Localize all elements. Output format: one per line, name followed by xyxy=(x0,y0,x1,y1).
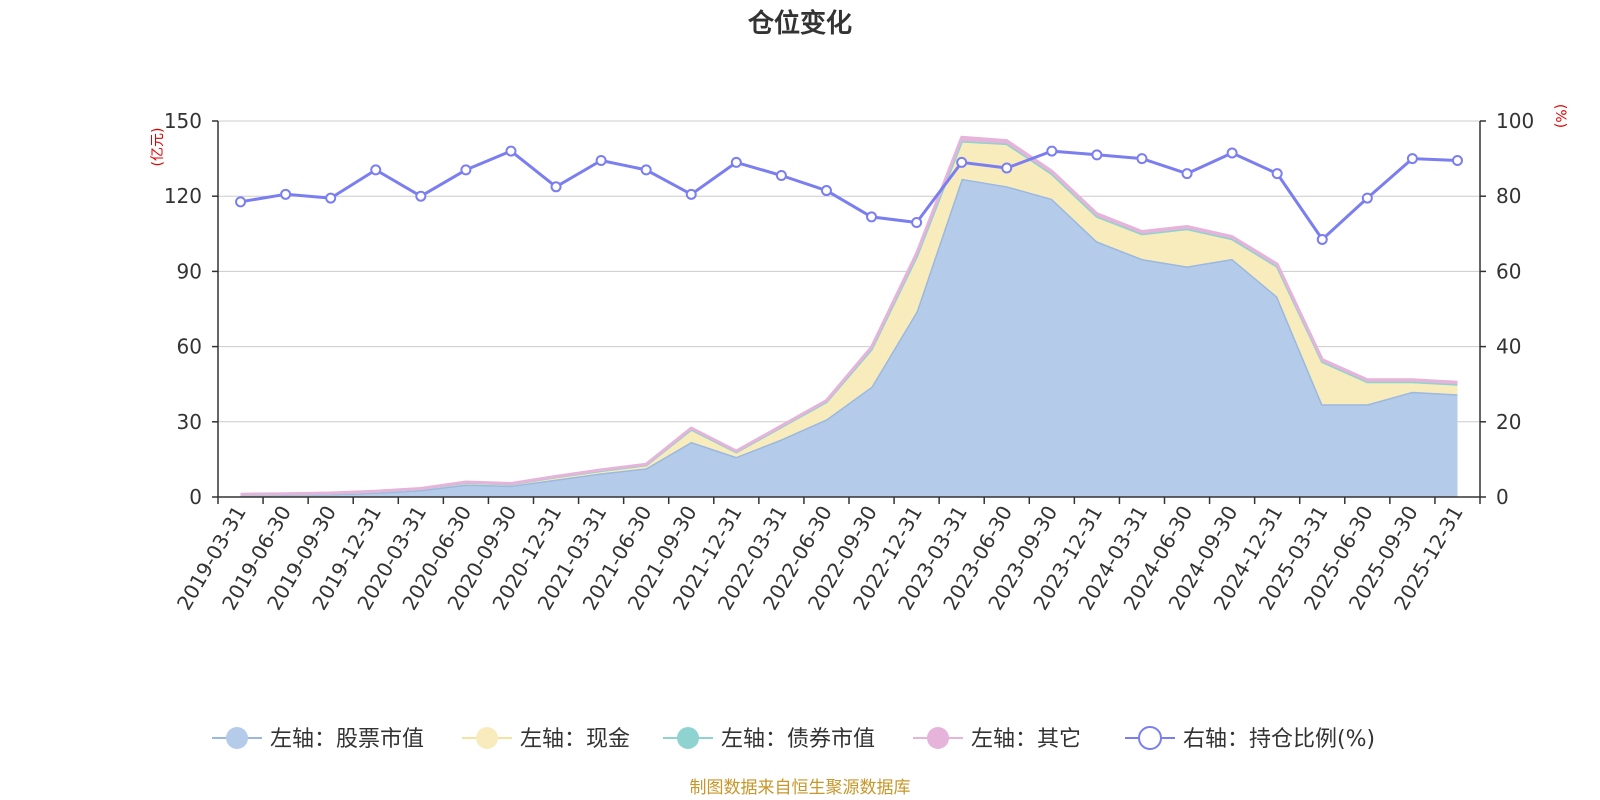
ratio-point xyxy=(370,164,382,176)
left-tick-label: 120 xyxy=(164,184,202,208)
left-tick-label: 0 xyxy=(189,485,202,509)
ratio-point xyxy=(1181,168,1193,180)
legend-label: 左轴：现金 xyxy=(520,727,630,752)
ratio-point xyxy=(325,192,337,204)
ratio-point xyxy=(505,145,517,157)
ratio-point xyxy=(1091,149,1103,161)
legend-marker xyxy=(476,727,498,749)
left-tick-label: 30 xyxy=(177,410,202,434)
ratio-point xyxy=(460,164,472,176)
x-axis-labels: 2019-03-312019-06-302019-09-302019-12-31… xyxy=(172,501,1468,614)
ratio-series-line xyxy=(240,149,1458,241)
ratio-point xyxy=(550,181,562,193)
right-tick-label: 80 xyxy=(1496,184,1521,208)
ratio-point xyxy=(1271,168,1283,180)
ratio-point xyxy=(1046,145,1058,157)
legend-item[interactable]: 右轴：持仓比例(%) xyxy=(1125,726,1375,752)
ratio-point xyxy=(1136,153,1148,165)
legend-item[interactable]: 左轴：股票市值 xyxy=(212,727,424,752)
legend-marker xyxy=(226,727,248,749)
ratio-point xyxy=(1001,162,1013,174)
ratio-point xyxy=(415,190,427,202)
legend-label: 左轴：债券市值 xyxy=(721,727,875,752)
legend-item[interactable]: 左轴：债券市值 xyxy=(663,727,875,752)
chart-title: 仓位变化 xyxy=(747,8,852,39)
ratio-point xyxy=(1451,154,1463,166)
ratio-point xyxy=(775,170,787,182)
legend-label: 左轴：股票市值 xyxy=(270,727,424,752)
ratio-point xyxy=(280,188,292,200)
ratio-point xyxy=(820,185,832,197)
ratio-point xyxy=(595,154,607,166)
legend-marker xyxy=(677,727,699,749)
left-tick-label: 90 xyxy=(177,259,202,283)
ratio-point xyxy=(956,156,968,168)
left-tick-label: 60 xyxy=(177,335,202,359)
right-tick-label: 40 xyxy=(1496,335,1521,359)
legend-label: 右轴：持仓比例(%) xyxy=(1183,727,1375,752)
area-line-series-3 xyxy=(240,135,1458,496)
ratio-point xyxy=(1361,192,1373,204)
ratio-line xyxy=(235,145,1463,245)
legend-marker xyxy=(1138,726,1162,750)
right-tick-label: 0 xyxy=(1496,485,1509,509)
legend[interactable]: 左轴：股票市值 左轴：现金 左轴：债券市值 左轴：其它 右轴：持仓比例(%) xyxy=(212,726,1375,752)
ratio-point xyxy=(1226,147,1238,159)
left-axis-unit: (亿元) xyxy=(150,128,166,167)
right-axis-unit: (%) xyxy=(1552,104,1568,128)
legend-item[interactable]: 左轴：其它 xyxy=(913,727,1081,752)
right-tick-label: 100 xyxy=(1496,109,1534,133)
ratio-point xyxy=(235,196,247,208)
stacked-areas xyxy=(240,135,1458,497)
source-note: 制图数据来自恒生聚源数据库 xyxy=(690,778,911,798)
right-tick-label: 20 xyxy=(1496,410,1521,434)
axes xyxy=(217,121,1481,504)
legend-item[interactable]: 左轴：现金 xyxy=(462,727,630,752)
left-tick-label: 150 xyxy=(164,109,202,133)
ratio-point xyxy=(1316,233,1328,245)
ratio-point xyxy=(640,164,652,176)
area-series-0 xyxy=(240,178,1458,497)
legend-label: 左轴：其它 xyxy=(971,727,1081,752)
ratio-point xyxy=(911,217,923,229)
ratio-point xyxy=(866,211,878,223)
right-tick-label: 60 xyxy=(1496,259,1521,283)
ratio-point xyxy=(730,156,742,168)
ratio-point xyxy=(685,188,697,200)
legend-marker xyxy=(927,727,949,749)
ratio-point xyxy=(1406,153,1418,165)
